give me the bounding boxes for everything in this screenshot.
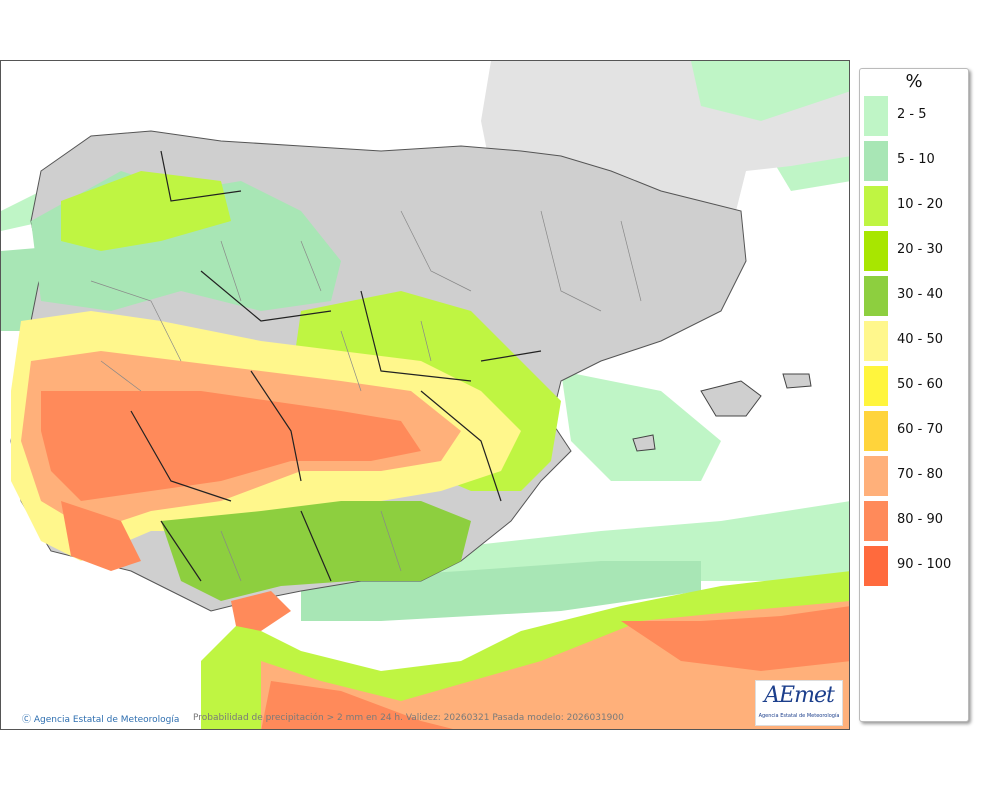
legend-label: 80 - 90 [897,512,944,527]
legend-label: 70 - 80 [897,467,944,482]
legend-label: 40 - 50 [897,332,944,347]
legend-swatch [864,546,888,586]
legend-item: 30 - 40 [864,276,968,316]
legend-swatch [864,411,888,451]
mediterranean-central-patch [561,371,721,481]
legend-label: 10 - 20 [897,197,944,212]
galicia-band [61,171,231,251]
ibiza-island [632,434,656,452]
legend-swatch [864,141,888,181]
portugal-south-zone [61,501,141,571]
agency-credit-text: Agencia Estatal de Meteorología [33,715,180,725]
gibraltar-high-zone [231,591,291,631]
menorca-island [782,373,812,389]
legend-item: 60 - 70 [864,411,968,451]
legend-swatch [864,501,888,541]
legend-item: 80 - 90 [864,501,968,541]
legend-swatch [864,231,888,271]
andalusia-low-zone [161,501,471,601]
map-caption: Probabilidad de precipitación > 2 mm en … [193,713,624,723]
legend-swatch [864,456,888,496]
legend-item: 70 - 80 [864,456,968,496]
aemet-logo-word: AEmet [764,683,835,708]
legend-unit: % [905,71,923,92]
province-borders [90,210,642,582]
north-africa-very-high [621,606,849,671]
copyright-icon: Ⓒ [22,715,32,725]
legend-label: 50 - 60 [897,377,944,392]
agency-credit: Ⓒ Agencia Estatal de Meteorología [22,712,179,725]
legend-item: 2 - 5 [864,96,968,136]
precipitation-map [1,61,849,729]
mallorca-island [700,380,762,417]
aemet-logo-subtitle: Agencia Estatal de Meteorología [758,713,840,719]
legend-item: 40 - 50 [864,321,968,361]
region-borders [130,150,542,582]
legend-swatch [864,321,888,361]
legend-item: 90 - 100 [864,546,968,586]
legend-label: 2 - 5 [897,107,927,122]
legend-item: 5 - 10 [864,141,968,181]
legend-label: 5 - 10 [897,152,935,167]
legend-label: 60 - 70 [897,422,944,437]
legend-label: 90 - 100 [897,557,952,572]
legend-swatch [864,186,888,226]
france-green-overlay [691,61,849,121]
north-africa-west-high [261,681,453,729]
legend-panel: % 2 - 5 5 - 10 10 - 20 20 - 30 30 - 40 4… [859,68,969,722]
aemet-logo: AEmet Agencia Estatal de Meteorología [755,680,843,726]
legend-label: 20 - 30 [897,242,944,257]
map-frame [0,60,850,730]
legend-item: 20 - 30 [864,231,968,271]
legend-swatch [864,276,888,316]
legend-label: 30 - 40 [897,287,944,302]
legend-item: 50 - 60 [864,366,968,406]
southwest-core-zone [41,391,421,501]
legend-swatch [864,366,888,406]
legend-item: 10 - 20 [864,186,968,226]
legend-swatch [864,96,888,136]
